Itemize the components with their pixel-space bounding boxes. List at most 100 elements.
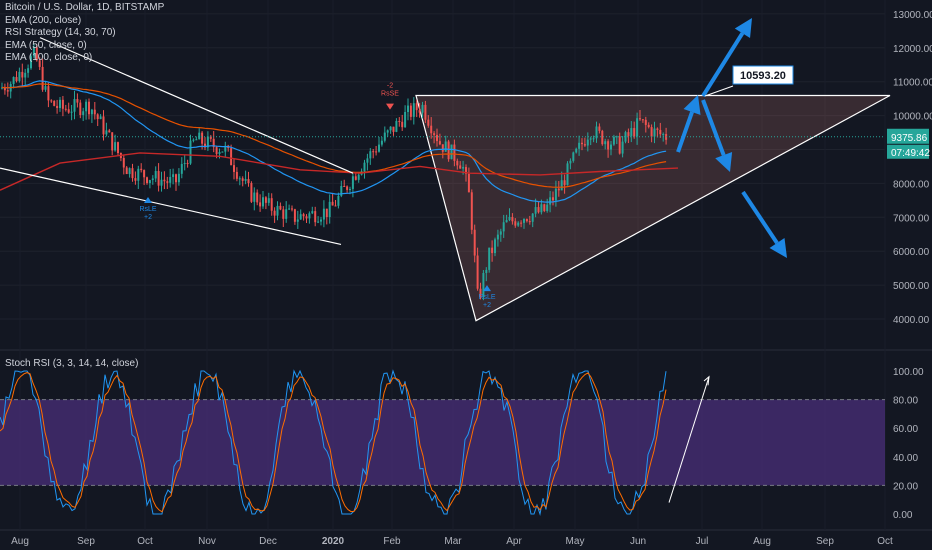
legend-rsi-strategy[interactable]: RSI Strategy (14, 30, 70) [5, 27, 116, 38]
candle-body [21, 71, 24, 78]
candle-body [546, 204, 549, 212]
price-tick-label: 6000.00 [893, 247, 930, 258]
candle-body [575, 148, 578, 153]
stoch-tick-label: 60.00 [893, 424, 918, 435]
candle-body [607, 141, 610, 150]
price-tick-label: 4000.00 [893, 315, 930, 326]
candle-body [346, 186, 349, 190]
candle-body [543, 204, 546, 212]
candle-body [250, 183, 253, 202]
overbought-oversold-band [0, 399, 885, 486]
candle-body [378, 144, 380, 152]
candle-body [407, 105, 409, 112]
candle-body [82, 111, 85, 115]
candle-body [343, 186, 346, 188]
stoch-tick-label: 0.00 [893, 510, 913, 521]
time-tick-label: Oct [877, 536, 893, 547]
candle-body [433, 133, 436, 135]
candle-body [320, 219, 322, 222]
stoch-k-line [0, 369, 667, 516]
stoch-tick-label: 80.00 [893, 396, 918, 407]
time-axis: Aug Sep Oct Nov Dec 2020 Feb Mar Apr May Jun Jul Aug… [11, 536, 893, 547]
candle-body [589, 138, 592, 140]
candle-body [375, 151, 378, 153]
countdown-tag [887, 144, 929, 159]
candle-body [148, 180, 151, 184]
candle-body [415, 103, 418, 111]
candle-body [499, 231, 502, 235]
candle-body [41, 66, 44, 90]
candle-body [61, 99, 64, 109]
buy-signal-arrow [144, 196, 152, 203]
price-tick-label: 11000.00 [893, 78, 932, 89]
candle-body [256, 192, 259, 203]
callout-box [732, 65, 794, 85]
candle-body [299, 214, 302, 220]
candle-body [204, 143, 206, 148]
candle-body [305, 216, 308, 219]
signal-qty: -2 [387, 83, 393, 90]
candle-body [441, 144, 444, 152]
candle-body [331, 201, 334, 206]
candle-body [32, 47, 35, 57]
candle-body [56, 105, 59, 108]
stoch-d-line [0, 372, 667, 513]
candle-body [462, 167, 465, 169]
candle-body [195, 139, 198, 141]
candle-body [160, 179, 163, 186]
stoch-rsi-legend[interactable]: Stoch RSI (3, 3, 14, 14, close) [5, 358, 139, 369]
candle-body [175, 174, 177, 183]
time-tick-label: Feb [383, 536, 401, 547]
signal-label: RsSE [381, 91, 399, 98]
signal-label: RsLE [478, 294, 495, 301]
price-tick-label: 7000.00 [893, 213, 930, 224]
candle-body [505, 220, 508, 223]
candle-body [525, 219, 528, 222]
candle-body [206, 136, 209, 148]
candle-body [540, 204, 543, 213]
candle-body [528, 221, 531, 223]
last-price-tag [887, 128, 929, 144]
time-tick-label: Sep [77, 536, 95, 547]
candle-body [38, 60, 41, 67]
candle-body [35, 47, 38, 61]
candle-body [24, 72, 27, 78]
legend-ema200[interactable]: EMA (200, close) [5, 14, 82, 26]
candle-body [259, 202, 262, 207]
candle-body [456, 160, 459, 166]
candle-body [618, 136, 621, 154]
candle-body [424, 104, 427, 120]
time-tick-label: Nov [198, 536, 216, 547]
candle-body [630, 128, 633, 136]
legend-symbol[interactable]: Bitcoin / U.S. Dollar, 1D, BITSTAMP [5, 2, 165, 13]
candle-body [247, 178, 250, 184]
candle-body [177, 173, 180, 183]
symmetrical-triangle [415, 94, 891, 322]
candle-body [108, 130, 111, 133]
candle-body [549, 197, 552, 205]
candle-body [337, 195, 340, 206]
candle-body [389, 126, 392, 131]
candle-body [85, 101, 88, 112]
legend-ema100[interactable]: EMA (100, close, 0) [5, 52, 93, 63]
legend-ema50[interactable]: EMA (50, close, 0) [5, 39, 87, 51]
candle-body [450, 144, 453, 160]
candle-body [476, 255, 479, 289]
candle-body [276, 205, 279, 216]
time-tick-label: Apr [506, 536, 522, 547]
candle-body [595, 126, 598, 139]
candle-body [73, 99, 76, 112]
candle-body [409, 105, 412, 117]
candle-body [128, 168, 131, 175]
candlestick-series [1, 43, 668, 301]
candle-body [47, 86, 50, 101]
candle-body [488, 247, 491, 270]
candle-body [151, 178, 154, 181]
candle-body [166, 181, 169, 183]
candle-body [241, 178, 244, 181]
ema-lines [0, 80, 679, 203]
sell-signal-arrow [386, 103, 394, 110]
stoch-projection-head [703, 375, 710, 386]
stoch-projection-line [668, 376, 710, 503]
